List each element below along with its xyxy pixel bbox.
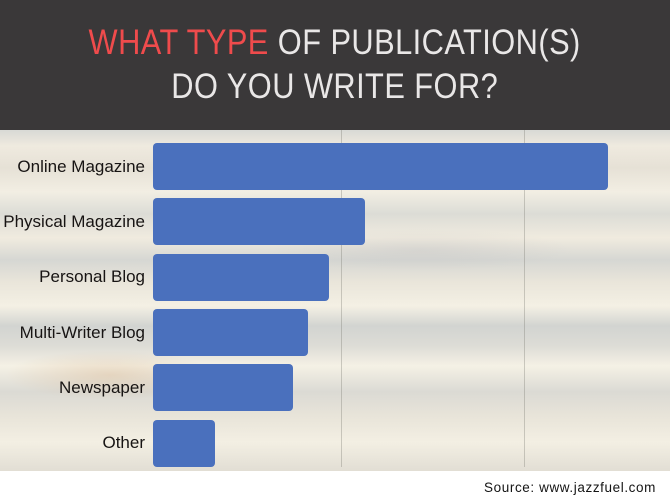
chart-area: Online Magazine Physical Magazine Person…	[0, 130, 670, 471]
source-credit: Source: www.jazzfuel.com	[484, 479, 656, 495]
bar-row-multi-writer-blog: Multi-Writer Blog	[0, 305, 670, 360]
bar-track	[153, 309, 670, 357]
title-banner: WHAT TYPE OF PUBLICATION(S) DO YOU WRITE…	[0, 0, 670, 130]
bar-other	[153, 419, 216, 467]
bar-label: Personal Blog	[39, 267, 145, 287]
bar-row-online-magazine: Online Magazine	[0, 139, 670, 194]
bar-row-newspaper: Newspaper	[0, 360, 670, 415]
bar-multi-writer-blog	[153, 309, 309, 357]
bar-label: Online Magazine	[17, 156, 145, 176]
footer-bar: Source: www.jazzfuel.com	[0, 471, 670, 503]
bar-row-physical-magazine: Physical Magazine	[0, 194, 670, 249]
bar-track	[153, 143, 670, 191]
bar-label: Physical Magazine	[3, 211, 145, 231]
bar-newspaper	[153, 364, 293, 412]
bar-track	[153, 253, 670, 301]
bar-physical-magazine	[153, 198, 365, 246]
vertical-gridline	[341, 130, 343, 467]
plot-grid	[153, 130, 670, 467]
bar-row-other: Other	[0, 416, 670, 471]
bar-track	[153, 419, 670, 467]
bar-label: Newspaper	[59, 377, 145, 397]
bar-track	[153, 198, 670, 246]
bar-rows: Online Magazine Physical Magazine Person…	[0, 139, 670, 471]
bar-online-magazine	[153, 143, 608, 191]
title-highlight: WHAT TYPE	[88, 23, 270, 62]
chart-title-line-1: WHAT TYPE OF PUBLICATION(S)	[89, 21, 581, 65]
chart-title-line-2: DO YOU WRITE FOR?	[171, 67, 499, 106]
bar-track	[153, 364, 670, 412]
bar-label: Multi-Writer Blog	[19, 322, 145, 342]
bar-row-personal-blog: Personal Blog	[0, 250, 670, 305]
vertical-gridline	[524, 130, 526, 467]
title-line-1-rest: OF PUBLICATION(S)	[269, 23, 582, 62]
bar-personal-blog	[153, 253, 329, 301]
bar-label: Other	[102, 433, 145, 453]
